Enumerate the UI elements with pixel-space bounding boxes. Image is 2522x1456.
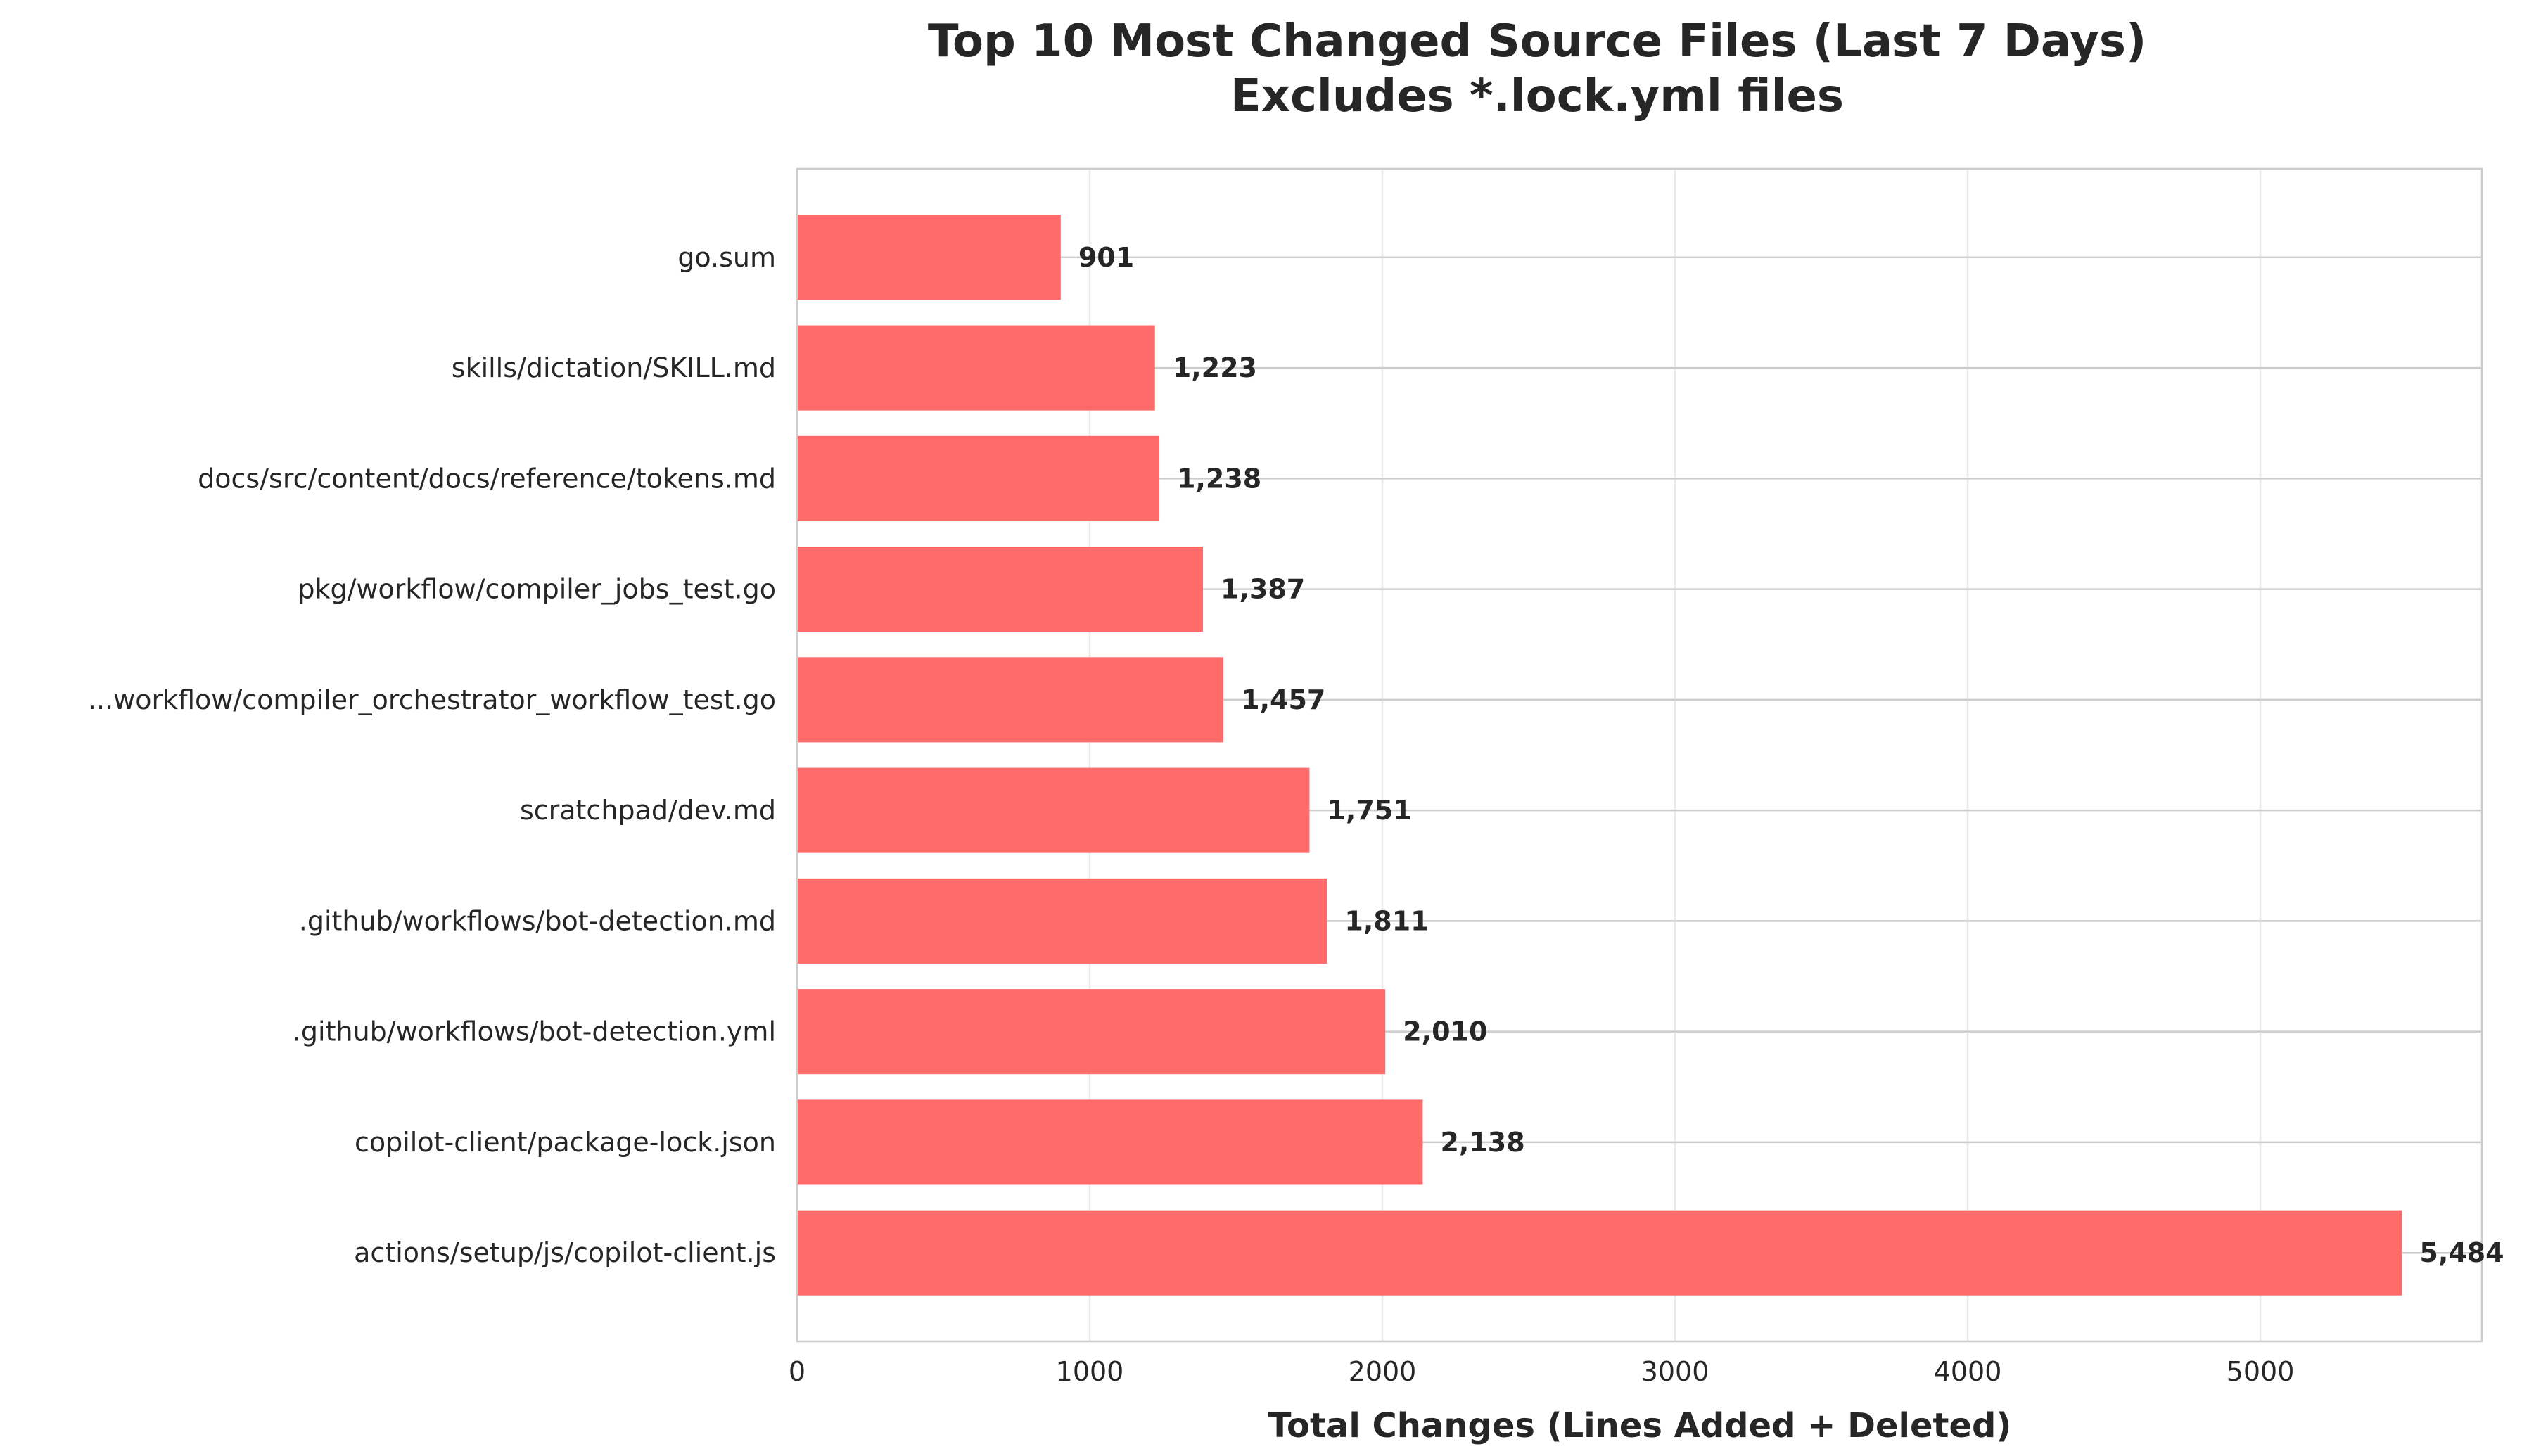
x-axis-label: Total Changes (Lines Added + Deleted) (1268, 1406, 2012, 1445)
y-tick-label-7: .github/workflows/bot-detection.yml (293, 1016, 776, 1047)
bar-5 (797, 767, 1310, 853)
bar-0 (797, 215, 1061, 300)
bar-2 (797, 435, 1160, 521)
y-tick-label-2: docs/src/content/docs/reference/tokens.m… (198, 463, 776, 494)
y-tick-label-4: ...workflow/compiler_orchestrator_workfl… (88, 684, 776, 715)
bars (797, 215, 2402, 1296)
x-tick-label-3: 3000 (1641, 1356, 1709, 1387)
y-tick-label-9: actions/setup/js/copilot-client.js (354, 1237, 776, 1268)
x-tick-label-2: 2000 (1349, 1356, 1417, 1387)
value-label-4: 1,457 (1241, 684, 1325, 715)
x-tick-labels: 0 1000 2000 3000 4000 5000 (789, 1356, 2295, 1387)
bar-4 (797, 657, 1224, 743)
x-tick-label-0: 0 (789, 1356, 805, 1387)
y-tick-label-6: .github/workflows/bot-detection.md (299, 905, 776, 936)
value-label-9: 5,484 (2419, 1237, 2504, 1268)
y-tick-label-1: skills/dictation/SKILL.md (452, 352, 776, 383)
value-label-2: 1,238 (1177, 463, 1261, 494)
chart-title-line-1: Top 10 Most Changed Source Files (Last 7… (928, 15, 2146, 68)
value-labels: 901 1,223 1,238 1,387 1,457 1,751 1,811 2,010 2,… (1078, 242, 2504, 1268)
x-tick-label-1: 1000 (1056, 1356, 1124, 1387)
x-tick-label-5: 5000 (2227, 1356, 2295, 1387)
y-tick-label-5: scratchpad/dev.md (520, 795, 776, 826)
bar-1 (797, 325, 1155, 411)
plot-frame (796, 167, 2483, 1343)
bar-8 (797, 1099, 1423, 1185)
bar-6 (797, 878, 1327, 964)
value-label-3: 1,387 (1221, 574, 1305, 605)
bar-3 (797, 547, 1204, 632)
bar-9 (797, 1210, 2402, 1296)
value-label-6: 1,811 (1344, 905, 1429, 936)
x-tick-label-4: 4000 (1934, 1356, 2002, 1387)
value-label-5: 1,751 (1327, 795, 1411, 826)
value-label-7: 2,010 (1403, 1016, 1487, 1047)
y-tick-label-8: copilot-client/package-lock.json (355, 1127, 776, 1158)
y-tick-label-3: pkg/workflow/compiler_jobs_test.go (298, 574, 776, 605)
y-tick-label-0: go.sum (677, 242, 776, 273)
bar-7 (797, 989, 1386, 1075)
value-label-0: 901 (1078, 242, 1134, 273)
chart-title-line-2: Excludes *.lock.yml files (1230, 70, 1844, 122)
y-tick-labels: go.sum skills/dictation/SKILL.md docs/src/… (88, 242, 776, 1268)
value-label-1: 1,223 (1173, 352, 1257, 383)
value-label-8: 2,138 (1440, 1127, 1524, 1158)
